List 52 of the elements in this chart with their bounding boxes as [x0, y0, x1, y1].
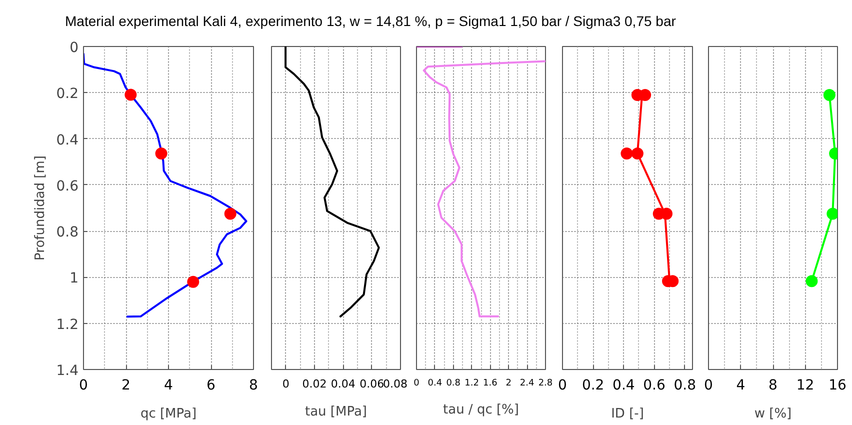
point	[155, 148, 168, 160]
x-tick-label: 2	[122, 378, 130, 394]
x-axis-title: w [%]	[754, 406, 792, 422]
x-axis-title: tau [MPa]	[304, 404, 368, 420]
x-tick-label: 0	[558, 378, 567, 394]
x-tick-label: 8	[768, 378, 778, 394]
x-tick-label: 0	[282, 378, 290, 390]
x-tick-label: 0.2	[582, 378, 604, 394]
x-tick-label: 12	[796, 378, 814, 394]
x-axis-title: tau / qc [%]	[443, 402, 519, 418]
text: Material experimental Kali 4, experimento 13, w = 14,81 %, p = Sigma1 1,50 bar / Sigma3 0,75 bar	[65, 12, 676, 31]
x-tick-label: 8	[249, 378, 258, 394]
y-tick-label: 0.2	[56, 86, 78, 102]
point	[826, 208, 838, 220]
point	[806, 275, 818, 288]
x-tick-label: 0.02	[302, 378, 327, 390]
x-tick-label: 0.8	[674, 378, 696, 394]
x-axis-title: qc [MPa]	[140, 406, 197, 422]
y-tick-label: 0.6	[56, 178, 79, 194]
x-tick-label: 4	[736, 378, 746, 394]
point	[620, 148, 633, 160]
x-tick-label: 2.4	[520, 378, 534, 388]
x-tick-label: 4	[164, 378, 174, 394]
x-tick-label: 0.4	[612, 378, 635, 394]
point	[823, 88, 836, 101]
x-tick-label: 0	[414, 378, 420, 388]
point	[124, 88, 137, 101]
x-tick-label: 0.4	[428, 378, 442, 388]
x-tick-label: 0.08	[383, 378, 408, 390]
y-tick-label: 1.2	[56, 316, 78, 333]
y-tick-label: 0.4	[56, 132, 79, 148]
y-tick-label: 1.4	[56, 363, 79, 379]
x-axis-title: ID [-]	[611, 406, 644, 422]
line-series	[84, 52, 248, 318]
x-tick-label: 0.06	[360, 378, 384, 390]
x-tick-label: 0.04	[330, 378, 356, 390]
y-axis-title: Profundidad [m]	[33, 156, 48, 260]
x-tick-label: 0.6	[643, 378, 666, 394]
x-tick-label: 1.2	[464, 378, 479, 388]
x-tick-label: 2.8	[538, 378, 553, 388]
x-tick-label: 16	[828, 378, 846, 394]
x-tick-label: 0.8	[446, 378, 461, 388]
y-tick-label: 0	[70, 40, 79, 56]
x-tick-label: 6	[206, 378, 216, 394]
x-tick-label: 1.6	[483, 378, 498, 388]
x-tick-label: 0	[704, 378, 713, 394]
point	[631, 148, 644, 160]
point	[187, 276, 200, 288]
x-tick-label: 2	[506, 378, 512, 388]
point	[224, 208, 236, 220]
y-tick-label: 0.8	[56, 224, 78, 241]
y-tick-label: 1	[70, 270, 79, 287]
